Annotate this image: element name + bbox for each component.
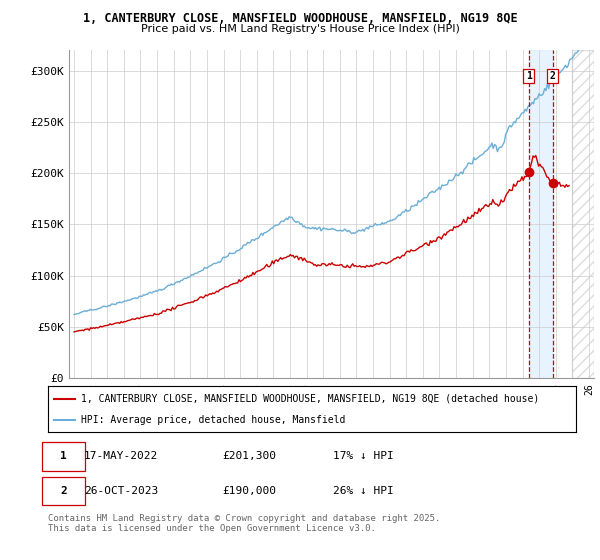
Text: 2: 2 [60,486,67,496]
Text: HPI: Average price, detached house, Mansfield: HPI: Average price, detached house, Mans… [81,416,345,426]
Text: Contains HM Land Registry data © Crown copyright and database right 2025.
This d: Contains HM Land Registry data © Crown c… [48,514,440,534]
Text: 1, CANTERBURY CLOSE, MANSFIELD WOODHOUSE, MANSFIELD, NG19 8QE: 1, CANTERBURY CLOSE, MANSFIELD WOODHOUSE… [83,12,517,25]
Text: 1, CANTERBURY CLOSE, MANSFIELD WOODHOUSE, MANSFIELD, NG19 8QE (detached house): 1, CANTERBURY CLOSE, MANSFIELD WOODHOUSE… [81,394,539,404]
Text: 1: 1 [60,451,67,461]
Bar [572,50,594,378]
Text: 2: 2 [550,71,556,81]
Bar [572,50,594,378]
Text: 26% ↓ HPI: 26% ↓ HPI [333,486,394,496]
Text: £190,000: £190,000 [222,486,276,496]
Text: £201,300: £201,300 [222,451,276,461]
Text: 26-OCT-2023: 26-OCT-2023 [84,486,158,496]
FancyBboxPatch shape [41,442,85,470]
Text: Price paid vs. HM Land Registry's House Price Index (HPI): Price paid vs. HM Land Registry's House … [140,24,460,34]
Text: 17% ↓ HPI: 17% ↓ HPI [333,451,394,461]
FancyBboxPatch shape [41,477,85,505]
Text: 1: 1 [526,71,532,81]
Text: 17-MAY-2022: 17-MAY-2022 [84,451,158,461]
Bar [529,50,553,378]
